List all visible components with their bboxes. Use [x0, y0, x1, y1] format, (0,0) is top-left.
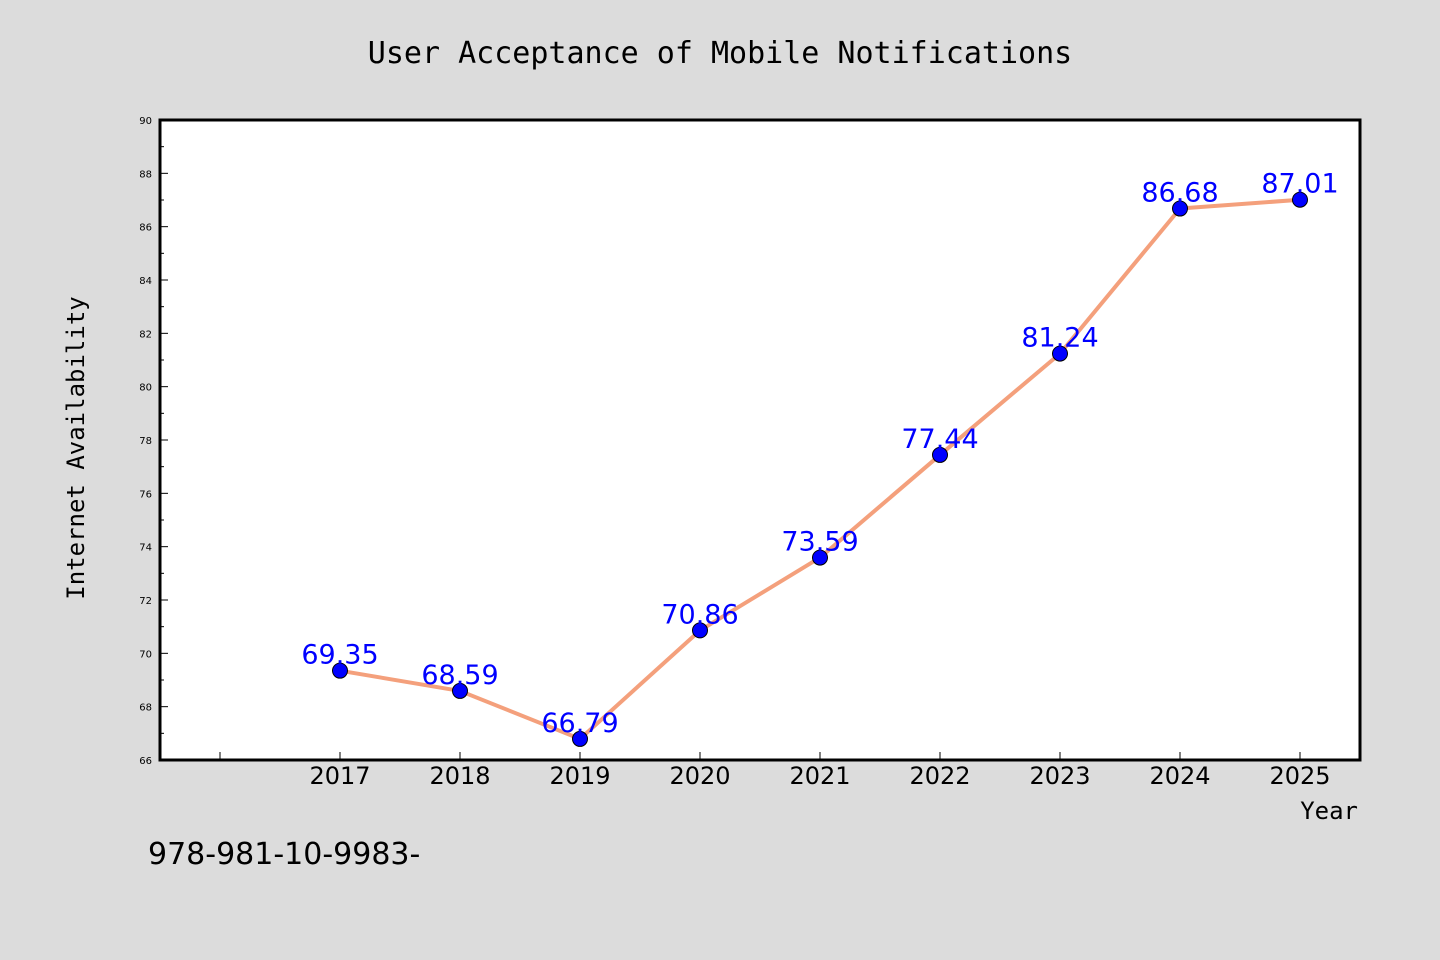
data-point-2025 [1292, 191, 1308, 208]
x-tick-label-2017: 2017 [309, 762, 370, 790]
y-tick-label-76: 76 [139, 489, 152, 500]
data-point-2018 [452, 682, 468, 699]
series-layer [332, 191, 1308, 747]
data-point-2022 [932, 446, 948, 463]
data-label-2017: 69.35 [301, 640, 378, 671]
y-tick-label-78: 78 [139, 436, 152, 447]
x-tick-label-2021: 2021 [789, 762, 850, 790]
x-axis-title: Year [1300, 797, 1358, 825]
y-tick-label-68: 68 [139, 703, 152, 714]
y-tick-label-72: 72 [139, 596, 152, 607]
data-label-layer: 69.35 68.59 66.79 70.86 73.59 77.44 81.24 86.68… [301, 169, 1338, 739]
x-tick-label-2023: 2023 [1029, 762, 1090, 790]
y-tick-label-86: 86 [139, 223, 152, 234]
data-point-2024 [1172, 200, 1188, 217]
y-tick-label-66: 66 [139, 756, 152, 767]
data-label-2019: 66.79 [541, 708, 618, 739]
x-tick-label-2024: 2024 [1149, 762, 1210, 790]
y-tick-label-74: 74 [139, 543, 152, 554]
data-label-2018: 68.59 [421, 660, 498, 691]
y-tick-label-70: 70 [139, 649, 152, 660]
y-tick-label-82: 82 [139, 329, 152, 340]
y-tick-label-90: 90 [139, 116, 152, 127]
chart-title: User Acceptance of Mobile Notifications [368, 36, 1072, 71]
x-tick-label-2019: 2019 [549, 762, 610, 790]
data-label-2024: 86.68 [1141, 178, 1218, 209]
plot-area [158, 118, 1362, 762]
footer-code: 978-981-10-9983- [148, 837, 420, 872]
x-tick-label-2025: 2025 [1269, 762, 1330, 790]
data-label-2025: 87.01 [1261, 169, 1338, 200]
data-point-2021 [812, 549, 828, 566]
data-label-2021: 73.59 [781, 527, 858, 558]
y-axis-ticks: 66 68 70 72 74 76 78 80 82 84 86 88 90 [139, 116, 168, 767]
data-label-2023: 81.24 [1021, 323, 1098, 354]
data-point-2020 [692, 622, 708, 639]
y-axis-title: Internet Availability [62, 296, 90, 599]
data-label-2022: 77.44 [901, 424, 978, 455]
x-tick-label-2018: 2018 [429, 762, 490, 790]
y-tick-label-80: 80 [139, 383, 152, 394]
x-axis-ticks: 2017 2018 2019 2020 2021 2022 2023 2024 2025 [219, 752, 1331, 790]
x-tick-label-2022: 2022 [909, 762, 970, 790]
y-tick-label-84: 84 [139, 276, 152, 287]
data-point-2017 [332, 662, 348, 679]
data-point-2019 [572, 730, 588, 747]
data-label-2020: 70.86 [661, 599, 738, 630]
x-tick-label-2020: 2020 [669, 762, 730, 790]
data-point-2023 [1052, 345, 1068, 362]
y-tick-label-88: 88 [139, 169, 152, 180]
